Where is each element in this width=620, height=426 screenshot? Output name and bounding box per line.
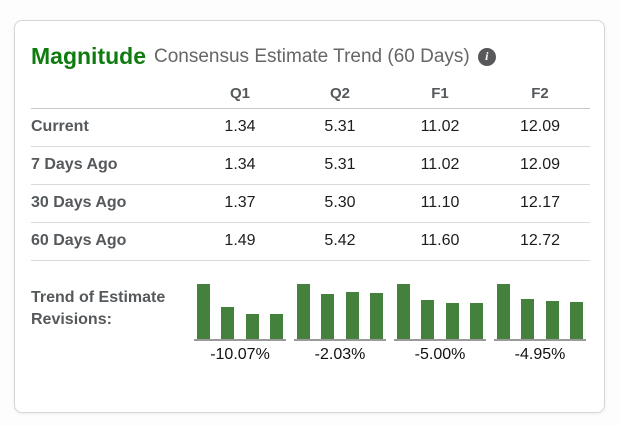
revision-pct: -10.07%: [210, 345, 270, 363]
col-header-f1: F1: [390, 80, 490, 109]
revision-bar: [497, 283, 510, 339]
estimate-value: 11.60: [390, 222, 490, 261]
estimate-value: 1.37: [190, 184, 290, 223]
card-header: Magnitude Consensus Estimate Trend (60 D…: [31, 43, 588, 70]
trend-chart-q2: -2.03%: [290, 283, 390, 364]
estimate-value: 12.09: [490, 108, 590, 147]
col-header-q2: Q2: [290, 80, 390, 109]
revision-bar: [269, 313, 283, 339]
estimate-table: Q1 Q2 F1 F2 Current 1.34 5.31 11.02 12.09 7 Days…: [31, 80, 590, 261]
estimate-value: 12.17: [490, 184, 590, 223]
trend-chart-q1: -10.07%: [190, 283, 290, 364]
estimate-value: 5.31: [290, 108, 390, 147]
estimate-value: 1.34: [190, 146, 290, 185]
estimate-value: 1.49: [190, 222, 290, 261]
revision-bars: [194, 283, 286, 341]
estimate-value: 5.31: [290, 146, 390, 185]
revision-bar: [321, 293, 335, 339]
trend-label: Trend of Estimate Revisions:: [31, 288, 166, 328]
table-row: 7 Days Ago 1.34 5.31 11.02 12.09: [31, 146, 590, 185]
table-header-row: Q1 Q2 F1 F2: [31, 80, 590, 109]
revision-bars: [394, 283, 486, 341]
revision-bar: [445, 302, 459, 339]
revision-bar: [397, 283, 410, 339]
trend-charts: -10.07% -2.03% -5.00% -4.95%: [190, 283, 590, 364]
revision-bar: [345, 291, 359, 339]
revision-bar: [545, 300, 559, 339]
estimate-value: 12.72: [490, 222, 590, 261]
card-title: Magnitude: [31, 43, 146, 69]
estimate-value: 11.10: [390, 184, 490, 223]
revision-bar: [469, 302, 483, 339]
trend-chart-f1: -5.00%: [390, 283, 490, 364]
revision-bar: [221, 306, 235, 339]
revision-bars: [294, 283, 386, 341]
revision-bar: [521, 298, 535, 339]
revision-bar: [569, 301, 583, 339]
table-row: Current 1.34 5.31 11.02 12.09: [31, 108, 590, 147]
revision-pct: -4.95%: [514, 345, 566, 363]
revision-pct: -2.03%: [314, 345, 366, 363]
row-label: 60 Days Ago: [31, 222, 190, 261]
estimate-value: 1.34: [190, 108, 290, 147]
revision-bar: [245, 313, 259, 339]
revision-pct: -5.00%: [414, 345, 466, 363]
col-header-q1: Q1: [190, 80, 290, 109]
revision-bars: [494, 283, 586, 341]
magnitude-card: Magnitude Consensus Estimate Trend (60 D…: [14, 20, 605, 413]
trend-chart-f2: -4.95%: [490, 283, 590, 364]
trend-section: Trend of Estimate Revisions: -10.07% -2.0…: [31, 283, 590, 364]
table-body: Current 1.34 5.31 11.02 12.09 7 Days Ago 1.34 5…: [31, 108, 590, 261]
row-label: 30 Days Ago: [31, 184, 190, 223]
corner-cell: [31, 80, 190, 109]
row-label: Current: [31, 108, 190, 147]
revision-bar: [421, 299, 435, 339]
card-subtitle: Consensus Estimate Trend (60 Days): [154, 45, 470, 67]
revision-bar: [297, 283, 310, 339]
table-row: 60 Days Ago 1.49 5.42 11.60 12.72: [31, 222, 590, 261]
table-row: 30 Days Ago 1.37 5.30 11.10 12.17: [31, 184, 590, 223]
estimate-value: 5.30: [290, 184, 390, 223]
revision-bar: [369, 292, 383, 339]
row-label: 7 Days Ago: [31, 146, 190, 185]
estimate-value: 11.02: [390, 146, 490, 185]
estimate-value: 12.09: [490, 146, 590, 185]
estimate-value: 11.02: [390, 108, 490, 147]
revision-bar: [197, 283, 210, 339]
estimate-value: 5.42: [290, 222, 390, 261]
col-header-f2: F2: [490, 80, 590, 109]
info-icon[interactable]: i: [477, 47, 496, 66]
